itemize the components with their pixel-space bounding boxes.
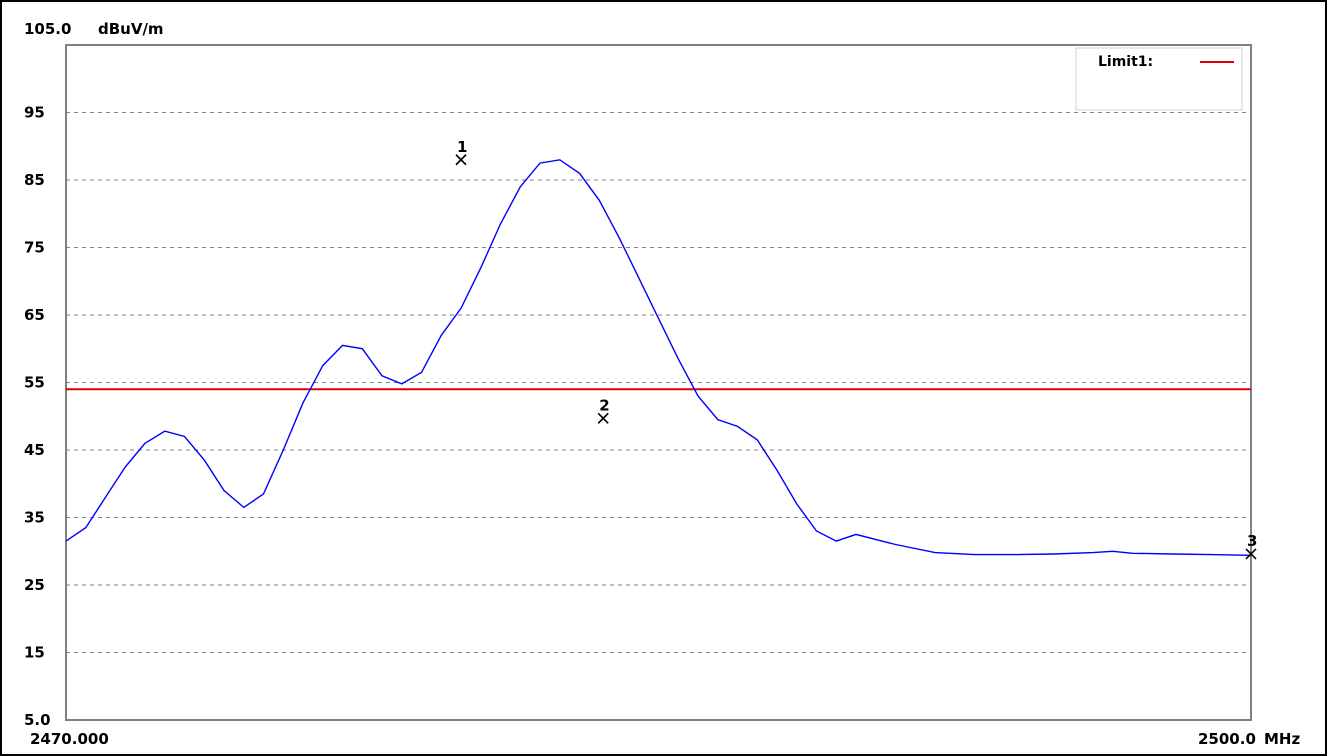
y-tick-label: 95 xyxy=(24,104,45,122)
marker-x xyxy=(1245,548,1257,560)
series-line xyxy=(65,159,1252,556)
marker: 2 xyxy=(597,396,610,424)
marker: 3 xyxy=(1245,532,1257,560)
legend-label-limit1: Limit1: xyxy=(1098,54,1153,70)
legend-box xyxy=(1075,47,1243,111)
y-tick-label: 25 xyxy=(24,576,45,594)
marker-x xyxy=(597,412,609,424)
y-tick-label: 105.0 xyxy=(24,20,71,38)
y-tick-labels: 105.0 95 85 75 65 55 45 35 25 15 5.0 xyxy=(24,20,71,729)
marker-label: 3 xyxy=(1247,532,1257,550)
marker-label: 2 xyxy=(599,396,609,414)
marker-x xyxy=(455,154,467,166)
marker: 1 xyxy=(455,138,467,166)
x-axis-unit-label: MHz xyxy=(1264,730,1300,748)
x-tick-label-start: 2470.000 xyxy=(30,730,109,748)
y-tick-label: 45 xyxy=(24,441,45,459)
y-tick-label: 55 xyxy=(24,374,45,392)
markers: 1 2 3 xyxy=(455,138,1257,560)
y-tick-label: 65 xyxy=(24,306,45,324)
grid-lines xyxy=(66,112,1251,653)
y-tick-label: 35 xyxy=(24,509,45,527)
x-tick-label-end: 2500.0 xyxy=(1198,730,1256,748)
y-tick-label: 5.0 xyxy=(24,711,51,729)
y-axis-unit-label: dBuV/m xyxy=(98,20,164,38)
y-tick-label: 75 xyxy=(24,239,45,257)
legend: Limit1: xyxy=(1075,47,1243,111)
y-tick-label: 85 xyxy=(24,171,45,189)
y-tick-label: 15 xyxy=(24,644,45,662)
marker-label: 1 xyxy=(457,138,467,156)
